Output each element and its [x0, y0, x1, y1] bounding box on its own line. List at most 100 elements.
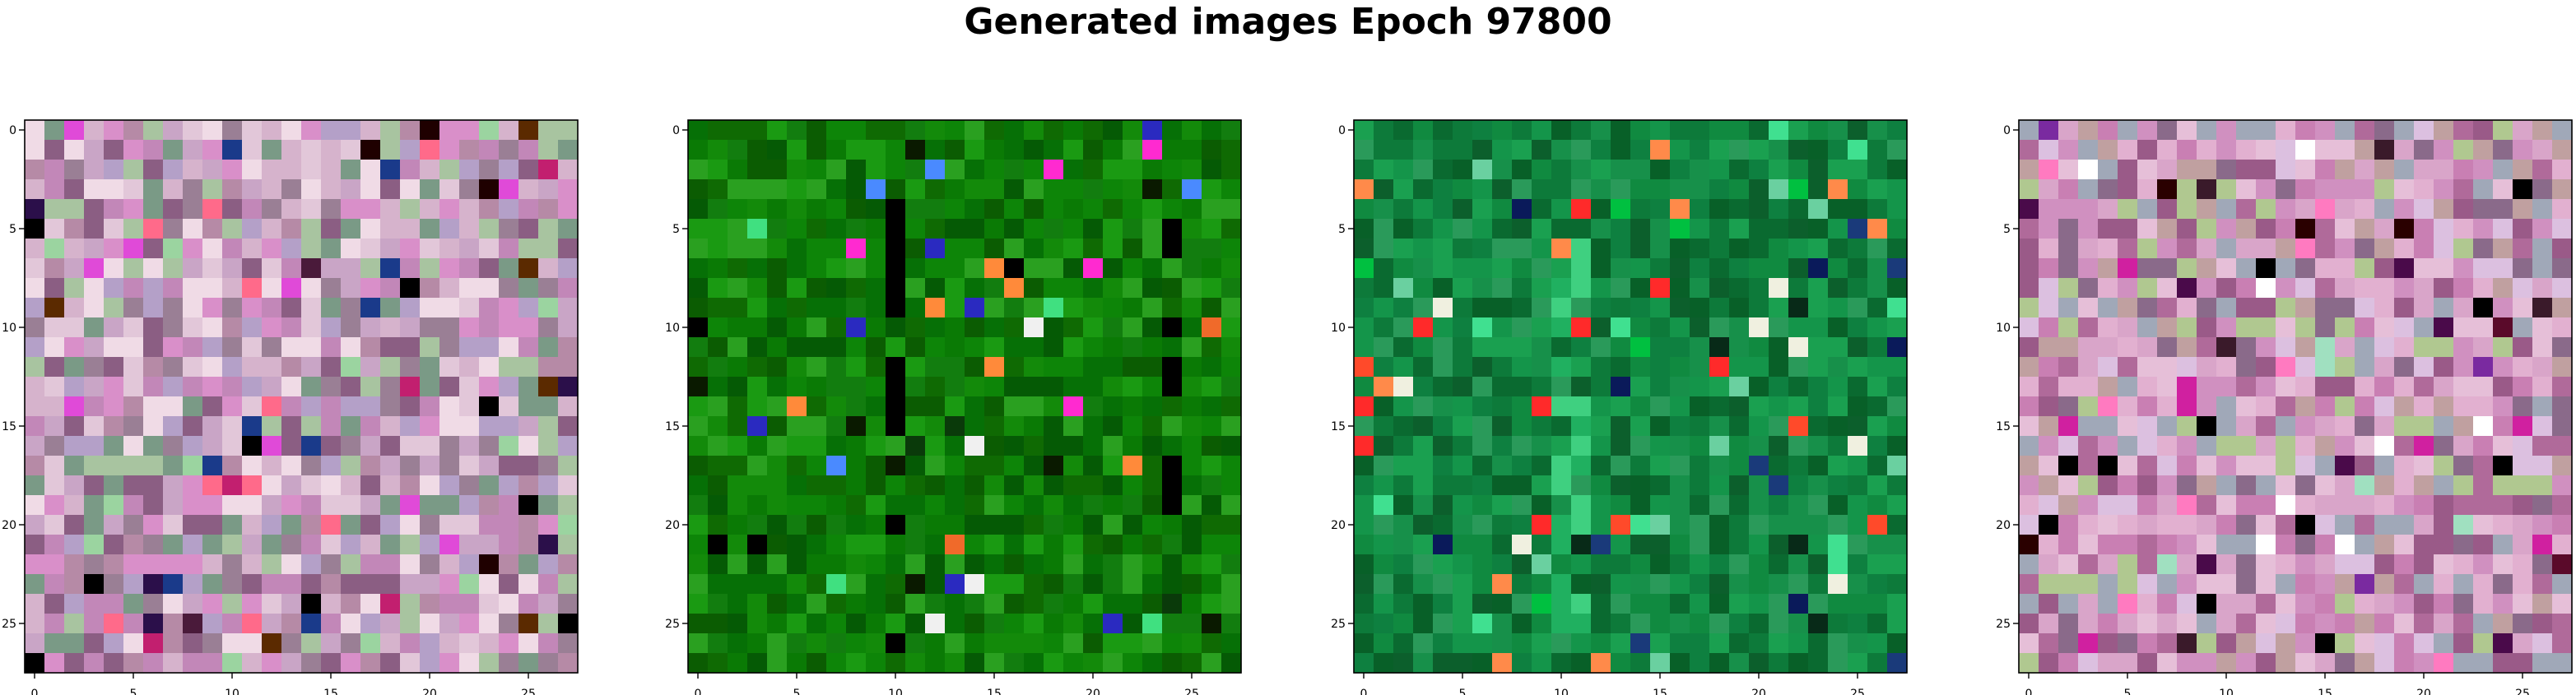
pixel-cell: [2355, 475, 2375, 496]
pixel-cell: [2276, 436, 2296, 456]
pixel-cell: [1611, 140, 1631, 160]
pixel-cell: [104, 120, 124, 141]
pixel-cell: [1492, 554, 1513, 575]
axes-frame: [687, 119, 1242, 674]
pixel-cell: [558, 554, 579, 575]
pixel-cell: [1749, 239, 1769, 259]
pixel-cell: [1453, 337, 1473, 358]
pixel-cell: [846, 160, 867, 180]
pixel-cell: [499, 614, 519, 634]
figure-title: Generated images Epoch 97800: [964, 1, 1612, 43]
pixel-cell: [1670, 160, 1690, 180]
pixel-cell: [459, 633, 480, 654]
pixel-cell: [1611, 495, 1631, 516]
pixel-cell: [2216, 160, 2237, 180]
pixel-cell: [518, 239, 539, 259]
pixel-cell: [2355, 278, 2375, 299]
pixel-cell: [826, 199, 847, 220]
pixel-cell: [2098, 258, 2118, 279]
pixel-cell: [2552, 653, 2573, 674]
pixel-cell: [1354, 396, 1374, 417]
pixel-cell: [1769, 653, 1789, 674]
pixel-cell: [1374, 436, 1394, 456]
pixel-cell: [1650, 614, 1671, 634]
pixel-cell: [1749, 199, 1769, 220]
pixel-cell: [2137, 337, 2158, 358]
pixel-cell: [64, 574, 85, 595]
pixel-cell: [2058, 239, 2079, 259]
pixel-cell: [301, 416, 322, 437]
pixel-cell: [2532, 199, 2553, 220]
pixel-cell: [1591, 416, 1611, 437]
pixel-cell: [380, 554, 401, 575]
pixel-cell: [1374, 475, 1394, 496]
pixel-cell: [1123, 120, 1143, 141]
pixel-cell: [1729, 614, 1750, 634]
pixel-cell: [123, 594, 144, 614]
pixel-cell: [2256, 317, 2276, 338]
pixel-cell: [84, 554, 105, 575]
pixel-cell: [84, 317, 105, 338]
pixel-cell: [1788, 416, 1809, 437]
pixel-cell: [1393, 475, 1414, 496]
pixel-cell: [846, 258, 867, 279]
y-tick-label: 10: [665, 322, 680, 335]
pixel-cell: [2058, 160, 2079, 180]
pixel-cell: [44, 396, 65, 417]
pixel-cell: [1453, 179, 1473, 200]
pixel-cell: [242, 199, 263, 220]
pixel-cell: [2355, 574, 2375, 595]
pixel-cell: [1749, 436, 1769, 456]
pixel-cell: [1354, 574, 1374, 595]
pixel-cell: [1433, 160, 1453, 180]
pixel-cell: [1749, 337, 1769, 358]
pixel-cell: [123, 633, 144, 654]
pixel-cell: [459, 515, 480, 535]
pixel-cell: [807, 554, 827, 575]
pixel-cell: [1650, 199, 1671, 220]
pixel-cell: [1670, 456, 1690, 476]
pixel-cell: [1024, 258, 1044, 279]
pixel-cell: [400, 377, 421, 397]
pixel-cell: [1413, 199, 1434, 220]
pixel-cell: [1083, 515, 1104, 535]
pixel-cell: [2137, 199, 2158, 220]
pixel-cell: [1433, 278, 1453, 299]
pixel-cell: [84, 535, 105, 555]
pixel-cell: [2374, 456, 2395, 476]
pixel-cell: [104, 475, 124, 496]
pixel-cell: [826, 377, 847, 397]
pixel-cell: [1083, 614, 1104, 634]
pixel-cell: [2098, 594, 2118, 614]
pixel-cell: [1551, 317, 1572, 338]
pixel-cell: [846, 495, 867, 516]
pixel-cell: [104, 377, 124, 397]
pixel-cell: [1103, 278, 1123, 299]
pixel-cell: [202, 515, 223, 535]
pixel-cell: [1532, 416, 1552, 437]
pixel-cell: [2058, 594, 2079, 614]
pixel-cell: [1413, 357, 1434, 378]
pixel-cell: [2355, 239, 2375, 259]
pixel-cell: [2414, 317, 2434, 338]
pixel-cell: [708, 574, 728, 595]
pixel-cell: [538, 416, 559, 437]
pixel-cell: [341, 140, 361, 160]
pixel-cell: [64, 179, 85, 200]
pixel-cell: [341, 258, 361, 279]
pixel-cell: [1788, 298, 1809, 318]
pixel-cell: [1630, 317, 1651, 338]
pixel-cell: [321, 574, 342, 595]
pixel-cell: [1591, 436, 1611, 456]
pixel-cell: [1453, 436, 1473, 456]
pixel-cell: [1453, 475, 1473, 496]
pixel-cell: [2473, 160, 2494, 180]
pixel-cell: [183, 633, 203, 654]
pixel-cell: [262, 416, 282, 437]
pixel-cell: [262, 199, 282, 220]
x-tick-label: 5: [793, 688, 801, 695]
pixel-cell: [1162, 337, 1183, 358]
pixel-cell: [984, 554, 1005, 575]
pixel-cell: [1650, 574, 1671, 595]
pixel-cell: [2276, 377, 2296, 397]
